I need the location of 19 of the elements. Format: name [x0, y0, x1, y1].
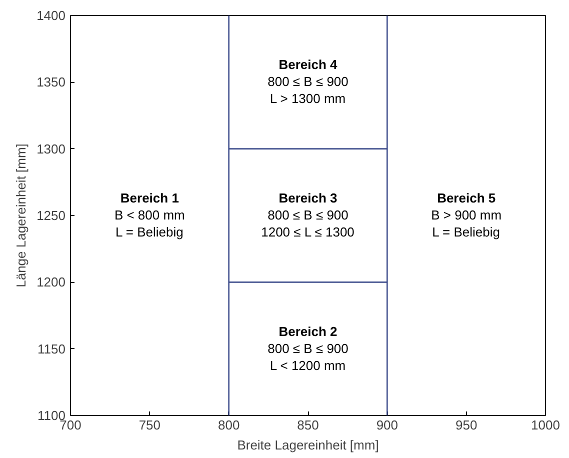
annotation: Bereich 5 B > 900 mm L = Beliebig [431, 190, 502, 240]
annotation: Bereich 1 B < 800 mm L = Beliebig [114, 190, 185, 240]
y-axis-title: Länge Lagereinheit [mm] [14, 144, 29, 288]
annotation: Bereich 4 800 ≤ B ≤ 900 L > 1300 mm [268, 57, 348, 106]
y-tick-label: 1150 [38, 341, 66, 356]
y-tick-label: 1350 [36, 74, 66, 90]
x-axis-title: Breite Lagereinheit [mm] [237, 438, 379, 452]
x-tick-label: 1000 [531, 418, 560, 432]
annotation: Bereich 3 800 ≤ B ≤ 900 1200 ≤ L ≤ 1300 [261, 190, 354, 240]
annotation: Bereich 2 800 ≤ B ≤ 900 L < 1200 mm [268, 324, 348, 373]
y-tick-label: 1250 [36, 208, 66, 223]
y-tick-label: 1200 [36, 274, 66, 290]
x-tick-label: 850 [297, 418, 319, 432]
x-tick-label: 950 [455, 418, 478, 432]
x-tick-label: 750 [138, 418, 161, 432]
x-tick-label: 900 [376, 418, 398, 432]
y-tick-label: 1400 [36, 8, 66, 23]
y-tick-label: 1300 [36, 141, 66, 156]
x-tick-label: 800 [218, 418, 240, 432]
